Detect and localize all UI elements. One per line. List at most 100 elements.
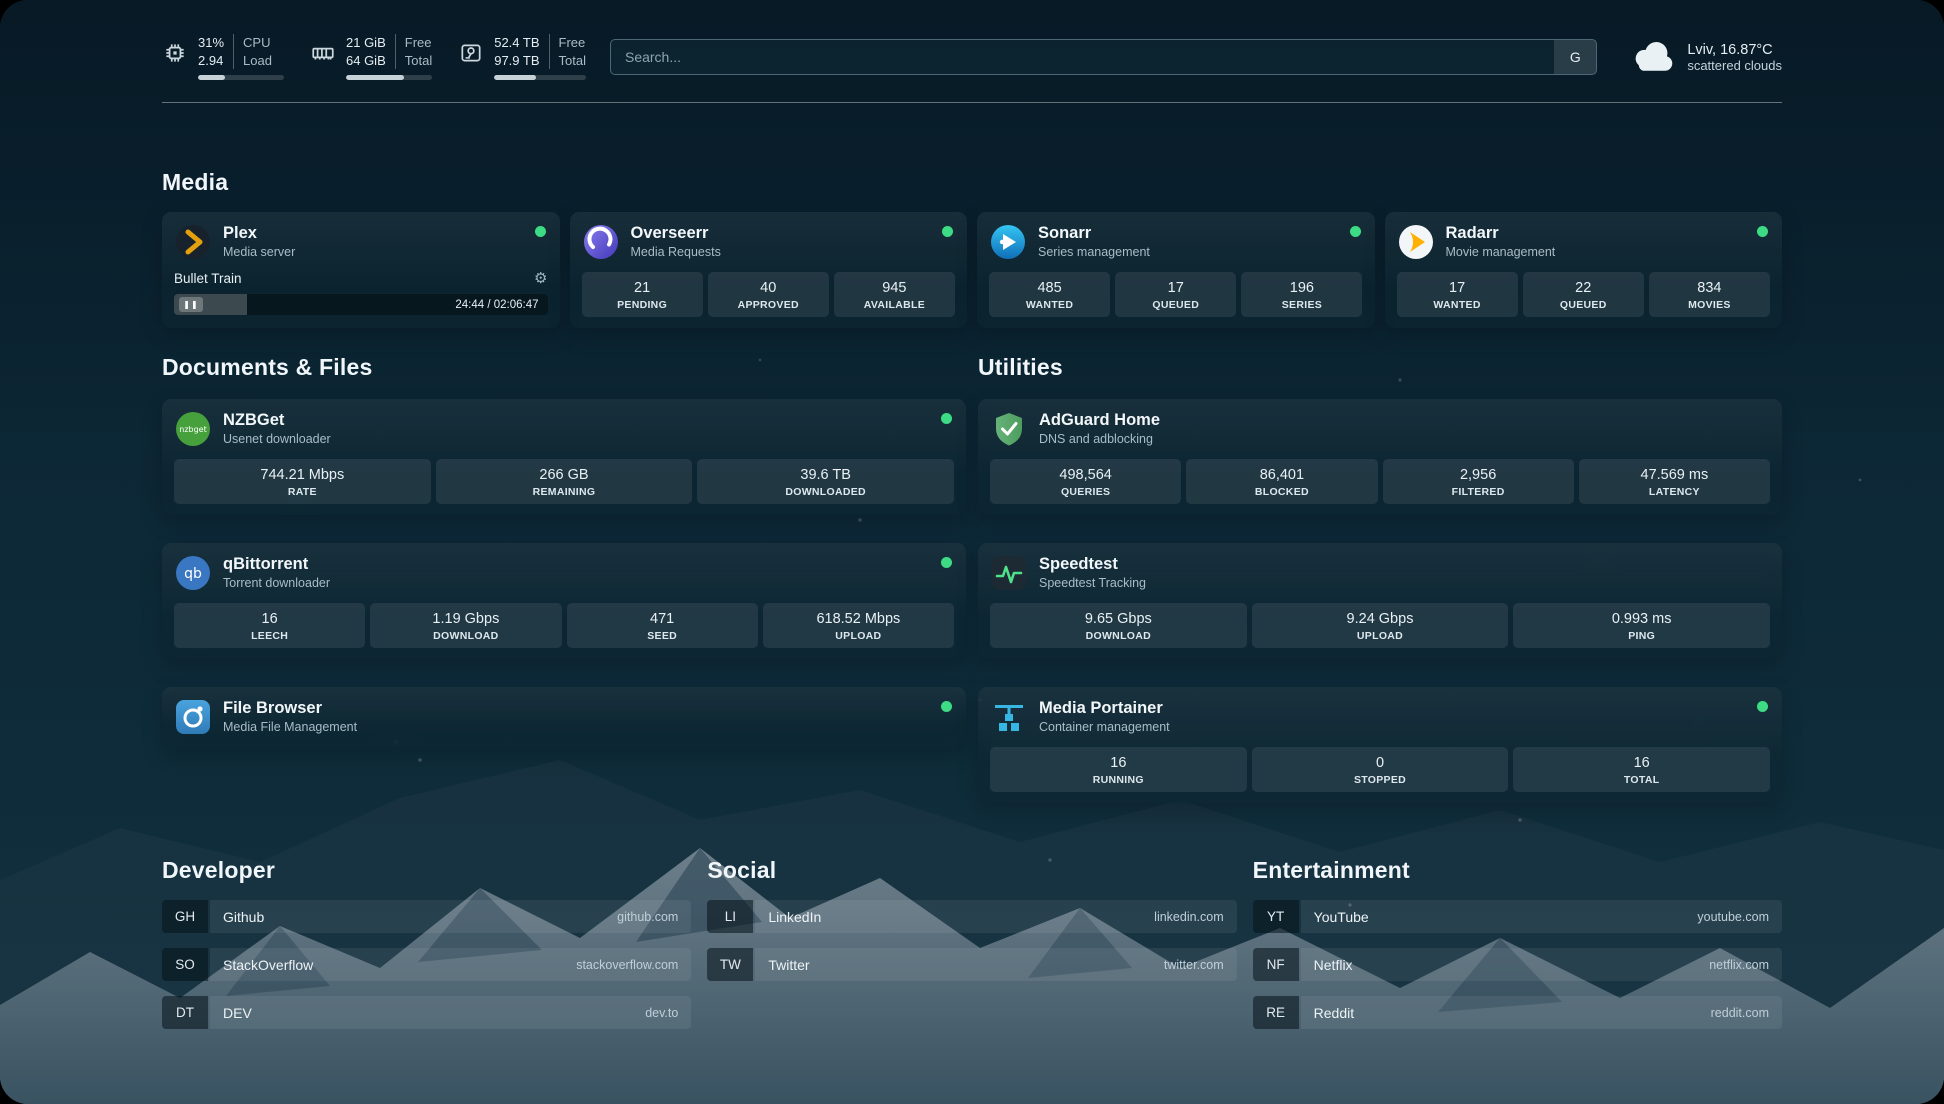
card-title: Plex <box>223 224 257 242</box>
overseerr-icon <box>583 225 618 259</box>
status-dot-online <box>1757 226 1768 237</box>
card-title: Radarr <box>1445 224 1499 242</box>
bookmark-abbr: NF <box>1252 948 1299 981</box>
status-dot-online <box>534 226 546 237</box>
bookmark-stackoverflow[interactable]: SO StackOverflow stackoverflow.com <box>162 948 692 981</box>
bookmark-url: stackoverflow.com <box>576 957 679 972</box>
card-title: File Browser <box>223 699 323 717</box>
stat-download: 9.65 Gbps DOWNLOAD <box>990 603 1247 648</box>
service-card-speedtest[interactable]: Speedtest Speedtest Tracking 9.65 Gbps DO… <box>978 543 1782 659</box>
bookmark-abbr: DT <box>162 996 208 1029</box>
section-title-utilities: Utilities <box>978 354 1063 380</box>
nzbget-icon: nzbget <box>176 412 210 446</box>
settings-gear-icon[interactable]: ⚙ <box>534 270 548 287</box>
bookmark-name: Reddit <box>1313 1004 1355 1021</box>
sonarr-icon <box>991 225 1025 259</box>
bookmark-url: twitter.com <box>1163 957 1224 972</box>
search-input[interactable] <box>610 40 1555 74</box>
bookmark-twitter[interactable]: TW Twitter twitter.com <box>707 948 1237 981</box>
disk-widget: 52.4 TB 97.9 TB Free Total <box>458 34 586 80</box>
service-card-plex[interactable]: Plex Media server Bullet Train ⚙ ❚❚ 24:4… <box>162 212 560 328</box>
bookmark-url: dev.to <box>645 1005 679 1020</box>
stat-upload: 9.24 Gbps UPLOAD <box>1251 603 1509 648</box>
weather-location: Lviv, 16.87°C <box>1687 41 1773 58</box>
stat-pending: 21 PENDING <box>581 272 703 317</box>
bookmark-group-developer: Developer GH Github github.com SO StackO… <box>162 857 692 1044</box>
card-title: Overseerr <box>630 224 709 242</box>
bookmark-abbr: RE <box>1252 996 1299 1029</box>
stat-wanted: 485 WANTED <box>989 272 1111 317</box>
service-card-qbittorrent[interactable]: qb qBittorrent Torrent downloader 16 LEEC… <box>162 543 966 659</box>
stat-ping: 0.993 ms PING <box>1513 603 1770 648</box>
status-dot-online <box>1349 226 1361 237</box>
service-card-radarr[interactable]: Radarr Movie management 17 WANTED 22 QUEUE… <box>1384 212 1782 328</box>
cpu-load: 2.94 <box>198 53 224 68</box>
card-title: qBittorrent <box>223 555 309 573</box>
stat-blocked: 86,401 BLOCKED <box>1186 459 1378 504</box>
stat-total: 16 TOTAL <box>1513 747 1770 792</box>
bookmark-url: reddit.com <box>1710 1005 1769 1020</box>
section-title-entertainment: Entertainment <box>1252 857 1410 883</box>
search-provider-button[interactable]: G <box>1554 40 1597 74</box>
bookmark-netflix[interactable]: NF Netflix netflix.com <box>1252 948 1782 981</box>
service-card-portainer[interactable]: Media Portainer Container management 16 R… <box>978 687 1782 803</box>
playback-progress-bar[interactable]: ❚❚ 24:44 / 02:06:47 <box>174 294 548 315</box>
disk-total-label: Total <box>558 53 586 68</box>
memory-total-value: 64 GiB <box>346 53 386 68</box>
cloud-icon <box>1635 42 1673 71</box>
bookmark-linkedin[interactable]: LI LinkedIn linkedin.com <box>707 900 1237 933</box>
playback-time: 24:44 / 02:06:47 <box>455 298 539 311</box>
service-card-adguard[interactable]: AdGuard Home DNS and adblocking 498,564 Q… <box>978 399 1782 515</box>
status-dot-online <box>1757 701 1768 712</box>
weather-widget: Lviv, 16.87°C scattered clouds <box>1631 41 1782 73</box>
service-card-sonarr[interactable]: Sonarr Series management 485 WANTED 17 QUE… <box>977 212 1375 328</box>
card-title: AdGuard Home <box>1039 411 1161 429</box>
disk-bar-fill <box>494 75 537 80</box>
stat-queries: 498,564 QUERIES <box>990 459 1182 504</box>
bookmark-abbr: GH <box>162 900 208 933</box>
bookmark-abbr: LI <box>707 900 754 933</box>
memory-free-value: 21 GiB <box>346 35 386 50</box>
bookmark-reddit[interactable]: RE Reddit reddit.com <box>1252 996 1782 1029</box>
bookmark-name: StackOverflow <box>223 956 314 973</box>
card-subtitle: Media File Management <box>223 720 358 734</box>
stat-latency: 47.569 ms LATENCY <box>1578 459 1770 504</box>
stat-download: 1.19 Gbps DOWNLOAD <box>370 603 562 648</box>
bookmark-name: LinkedIn <box>768 908 822 925</box>
cpu-widget: 31% 2.94 CPU Load <box>162 34 284 80</box>
search-bar: G <box>609 39 1598 75</box>
bookmark-name: Twitter <box>768 956 810 973</box>
pause-icon[interactable]: ❚❚ <box>179 297 203 312</box>
memory-widget: 21 GiB 64 GiB Free Total <box>310 34 433 80</box>
disk-free-value: 52.4 TB <box>494 35 540 50</box>
radarr-icon <box>1398 225 1433 259</box>
memory-icon <box>312 47 334 60</box>
bookmark-dev[interactable]: DT DEV dev.to <box>162 996 692 1029</box>
disk-bar <box>494 75 586 80</box>
bookmark-github[interactable]: GH Github github.com <box>162 900 692 933</box>
status-dot-online <box>941 413 952 424</box>
memory-bar <box>346 75 433 80</box>
service-card-overseerr[interactable]: Overseerr Media Requests 21 PENDING 40 APP… <box>569 212 967 328</box>
bookmark-youtube[interactable]: YT YouTube youtube.com <box>1252 900 1782 933</box>
card-title: Media Portainer <box>1039 699 1163 717</box>
bookmark-url: github.com <box>617 909 679 924</box>
section-title-developer: Developer <box>162 857 276 883</box>
stat-remaining: 266 GB REMAINING <box>435 459 693 504</box>
service-card-filebrowser[interactable]: File Browser Media File Management <box>162 687 966 747</box>
stat-series: 196 SERIES <box>1241 272 1363 317</box>
cpu-bar <box>198 75 284 80</box>
card-subtitle: Container management <box>1039 720 1170 734</box>
service-card-nzbget[interactable]: nzbget NZBGet Usenet downloader 744.21 M… <box>162 399 966 515</box>
bookmark-group-entertainment: Entertainment YT YouTube youtube.com NF … <box>1252 857 1782 1044</box>
plex-icon <box>176 225 210 259</box>
disk-total-value: 97.9 TB <box>494 53 540 68</box>
filebrowser-icon <box>176 700 210 734</box>
bookmark-abbr: YT <box>1252 900 1299 933</box>
qbittorrent-icon: qb <box>176 556 210 590</box>
stat-stopped: 0 STOPPED <box>1251 747 1509 792</box>
bookmark-name: Github <box>223 908 265 925</box>
